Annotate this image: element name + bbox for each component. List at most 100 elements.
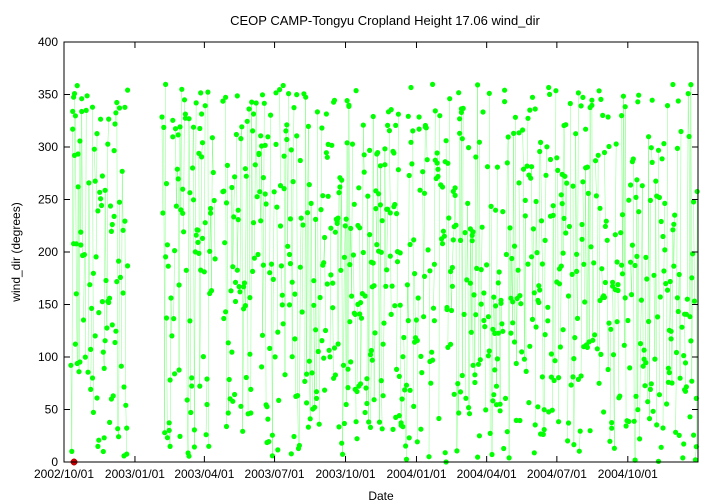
data-point xyxy=(434,160,440,166)
series-line xyxy=(291,181,294,357)
data-point xyxy=(449,264,455,271)
data-point xyxy=(286,302,293,308)
data-point xyxy=(475,361,482,367)
series-line xyxy=(350,228,352,297)
series-line xyxy=(588,107,591,342)
data-point xyxy=(583,126,589,132)
series-line xyxy=(565,183,567,233)
series-line xyxy=(255,103,258,197)
data-point xyxy=(504,429,510,435)
data-point xyxy=(488,203,494,209)
data-point xyxy=(76,369,82,375)
data-point xyxy=(187,190,193,196)
data-point xyxy=(275,329,281,335)
data-point xyxy=(247,295,253,301)
data-point xyxy=(348,359,354,365)
series-line xyxy=(447,218,449,348)
series-line xyxy=(178,126,181,371)
data-point xyxy=(490,326,496,332)
series-line xyxy=(281,265,283,305)
series-line xyxy=(464,232,467,399)
data-point xyxy=(319,125,325,131)
data-point xyxy=(238,136,244,142)
data-point xyxy=(341,254,347,260)
data-point xyxy=(238,403,244,409)
series-line xyxy=(688,136,691,317)
series-line xyxy=(560,266,562,348)
data-point xyxy=(89,104,96,110)
series-line xyxy=(225,97,227,427)
data-point xyxy=(72,113,78,119)
data-point xyxy=(661,141,667,147)
data-point xyxy=(649,97,655,103)
series-line xyxy=(635,179,638,397)
data-point xyxy=(601,149,608,156)
data-point xyxy=(114,99,120,106)
data-point xyxy=(442,450,448,456)
data-point xyxy=(115,426,121,432)
data-point xyxy=(430,81,436,87)
series-line xyxy=(75,115,77,294)
data-point xyxy=(122,104,128,110)
data-point xyxy=(163,254,169,260)
data-point xyxy=(582,299,588,305)
data-point xyxy=(618,230,624,236)
data-point xyxy=(362,409,368,416)
series-line xyxy=(508,227,511,458)
series-line xyxy=(337,192,340,344)
data-point xyxy=(518,301,524,307)
data-point xyxy=(601,294,608,300)
data-point xyxy=(566,223,573,230)
data-point xyxy=(652,356,658,362)
series-line xyxy=(317,111,319,352)
series-line xyxy=(671,229,674,383)
data-point xyxy=(248,386,254,392)
data-point xyxy=(323,111,329,117)
series-line xyxy=(552,205,554,411)
series-line xyxy=(301,225,304,312)
series-line xyxy=(87,182,90,373)
data-point xyxy=(360,122,366,128)
data-point xyxy=(116,434,122,440)
data-point xyxy=(680,455,686,461)
data-point xyxy=(527,343,533,349)
data-point xyxy=(105,141,111,147)
series-line xyxy=(552,205,555,381)
data-point xyxy=(476,433,482,439)
data-point xyxy=(629,242,636,248)
data-point xyxy=(101,435,107,441)
series-line xyxy=(264,193,267,405)
data-point xyxy=(527,107,533,113)
data-point xyxy=(451,391,457,397)
series-line xyxy=(92,107,94,413)
data-point xyxy=(536,299,542,306)
series-line xyxy=(436,152,439,177)
data-point xyxy=(160,210,166,216)
data-point xyxy=(441,233,447,239)
series-line xyxy=(623,96,625,346)
series-line xyxy=(687,93,690,137)
data-point xyxy=(331,345,338,351)
data-point xyxy=(368,347,374,354)
data-point xyxy=(632,262,638,269)
data-point xyxy=(534,250,540,256)
series-line xyxy=(544,175,547,241)
data-point xyxy=(614,259,620,265)
series-line xyxy=(480,304,482,360)
data-point xyxy=(387,253,393,259)
data-point xyxy=(463,395,469,401)
data-point xyxy=(71,91,78,97)
data-point xyxy=(447,96,453,102)
data-point xyxy=(664,103,671,109)
series-line xyxy=(83,254,85,320)
series-line xyxy=(336,221,339,344)
data-point xyxy=(328,272,334,278)
data-point xyxy=(106,299,112,306)
data-point xyxy=(324,154,330,160)
series-line xyxy=(678,274,680,312)
data-point xyxy=(619,212,626,218)
series-line xyxy=(461,112,463,376)
data-point xyxy=(530,226,537,232)
data-point xyxy=(231,214,237,220)
data-point xyxy=(120,290,126,296)
